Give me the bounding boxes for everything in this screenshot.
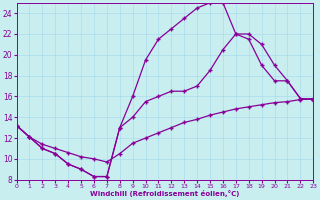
X-axis label: Windchill (Refroidissement éolien,°C): Windchill (Refroidissement éolien,°C) — [90, 190, 240, 197]
